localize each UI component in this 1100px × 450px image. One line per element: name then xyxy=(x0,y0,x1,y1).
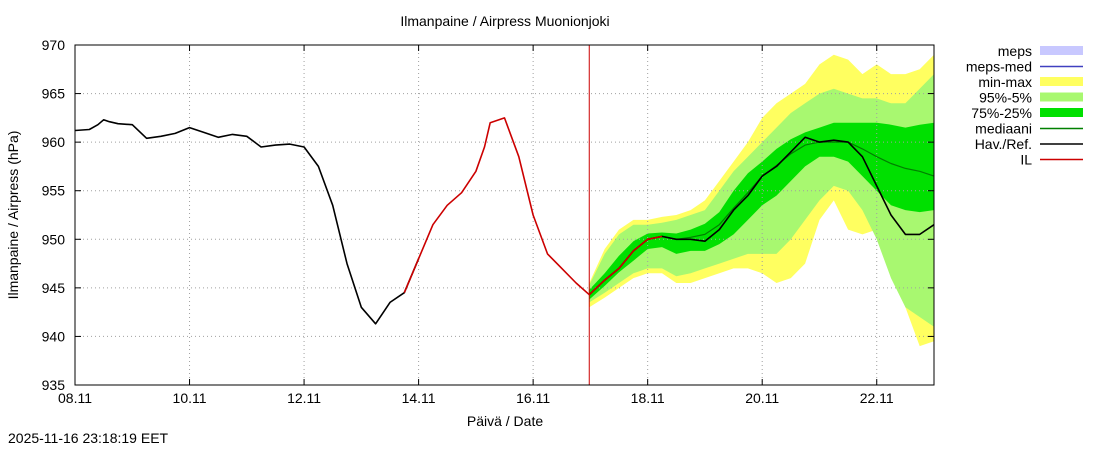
timestamp: 2025-11-16 23:18:19 EET xyxy=(8,430,169,446)
legend-label-meps_med: meps-med xyxy=(966,59,1032,75)
band-p75_25 xyxy=(589,122,934,300)
y-tick-label: 945 xyxy=(42,280,66,296)
legend-label-p75_25: 75%-25% xyxy=(971,105,1032,121)
x-tick-label: 08.11 xyxy=(58,390,92,406)
x-axis-ticks: 08.11 10.11 12.11 14.11 16.11 18.11 20.11 22.11 xyxy=(58,45,894,406)
x-tick-label: 14.11 xyxy=(402,390,436,406)
y-tick-label: 960 xyxy=(42,134,66,150)
plot-frame xyxy=(74,44,935,386)
x-tick-label: 18.11 xyxy=(631,390,665,406)
x-axis-label: Päivä / Date xyxy=(467,413,543,429)
y-tick-label: 950 xyxy=(42,231,66,247)
y-tick-label: 965 xyxy=(42,86,66,102)
legend-label-minmax: min-max xyxy=(978,74,1032,90)
legend-swatch-meps xyxy=(1040,46,1083,55)
legend-label-hav: Hav./Ref. xyxy=(975,136,1032,152)
legend: mepsmeps-medmin-max95%-5%75%-25%mediaani… xyxy=(966,43,1083,168)
chart-title: Ilmanpaine / Airpress Muonionjoki xyxy=(400,13,609,29)
x-tick-label: 20.11 xyxy=(745,390,779,406)
x-tick-label: 22.11 xyxy=(860,390,894,406)
y-tick-label: 935 xyxy=(42,377,66,393)
y-axis-ticks: 935 940 945 950 955 960 965 970 xyxy=(42,37,934,393)
series-hav xyxy=(74,119,420,325)
x-tick-label: 10.11 xyxy=(173,390,207,406)
bands-layer xyxy=(589,54,934,347)
y-axis-label: Ilmanpaine / Airpress (hPa) xyxy=(5,131,21,300)
y-tick-label: 970 xyxy=(42,37,66,53)
x-tick-label: 16.11 xyxy=(516,390,550,406)
series-il xyxy=(403,117,663,296)
lines-layer xyxy=(74,117,935,325)
legend-swatch-minmax xyxy=(1040,77,1083,86)
legend-label-mediaani: mediaani xyxy=(975,121,1032,137)
x-tick-label: 12.11 xyxy=(287,390,321,406)
legend-swatch-p95_5 xyxy=(1040,92,1083,102)
legend-label-p95_5: 95%-5% xyxy=(979,90,1032,106)
legend-label-meps: meps xyxy=(998,43,1032,59)
plot-area xyxy=(74,44,935,386)
y-tick-label: 940 xyxy=(42,328,66,344)
grid-layer xyxy=(75,45,934,385)
y-tick-label: 955 xyxy=(42,183,66,199)
legend-label-il: IL xyxy=(1020,152,1032,168)
legend-swatch-p75_25 xyxy=(1040,108,1083,117)
